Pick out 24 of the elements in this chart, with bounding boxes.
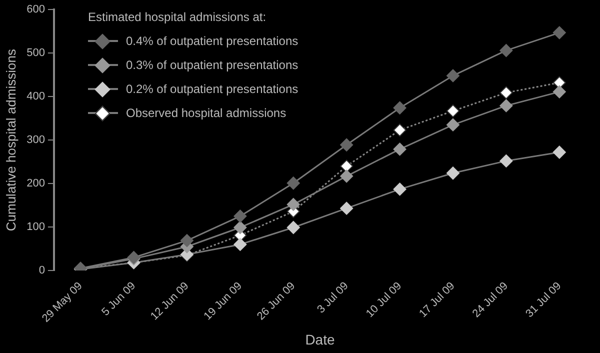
x-tick-label: 17 Jul 09 [417, 280, 458, 320]
x-axis-title: Date [305, 331, 335, 348]
x-tick-label: 24 Jul 09 [470, 280, 510, 320]
y-tick-label: 200 [26, 178, 45, 190]
x-tick-label: 3 Jul 09 [315, 280, 351, 316]
legend-label: 0.4% of outpatient presentations [126, 33, 298, 50]
x-tick-label: 5 Jun 09 [100, 280, 138, 318]
y-axis-title: Cumulative hospital admissions [3, 48, 18, 232]
legend-label: 0.3% of outpatient presentations [126, 57, 298, 74]
x-tick-label: 10 Jul 09 [364, 280, 404, 320]
legend-label: 0.2% of outpatient presentations [126, 81, 298, 98]
x-tick-label: 12 Jun 09 [148, 280, 192, 323]
y-tick-label: 300 [26, 134, 45, 146]
y-tick-label: 400 [26, 90, 45, 103]
y-tick-label: 600 [26, 4, 45, 16]
y-tick-label: 0 [38, 264, 45, 277]
legend-title: Estimated hospital admissions at: [88, 9, 268, 26]
x-tick-label: 29 May 09 [40, 280, 85, 325]
x-tick-label: 31 Jul 09 [524, 280, 564, 320]
y-tick-label: 100 [26, 221, 45, 234]
legend-label: Observed hospital admissions [126, 105, 286, 122]
y-tick-label: 500 [26, 47, 45, 60]
x-tick-label: 19 Jun 09 [202, 280, 244, 323]
x-tick-label: 26 Jun 09 [254, 280, 298, 323]
